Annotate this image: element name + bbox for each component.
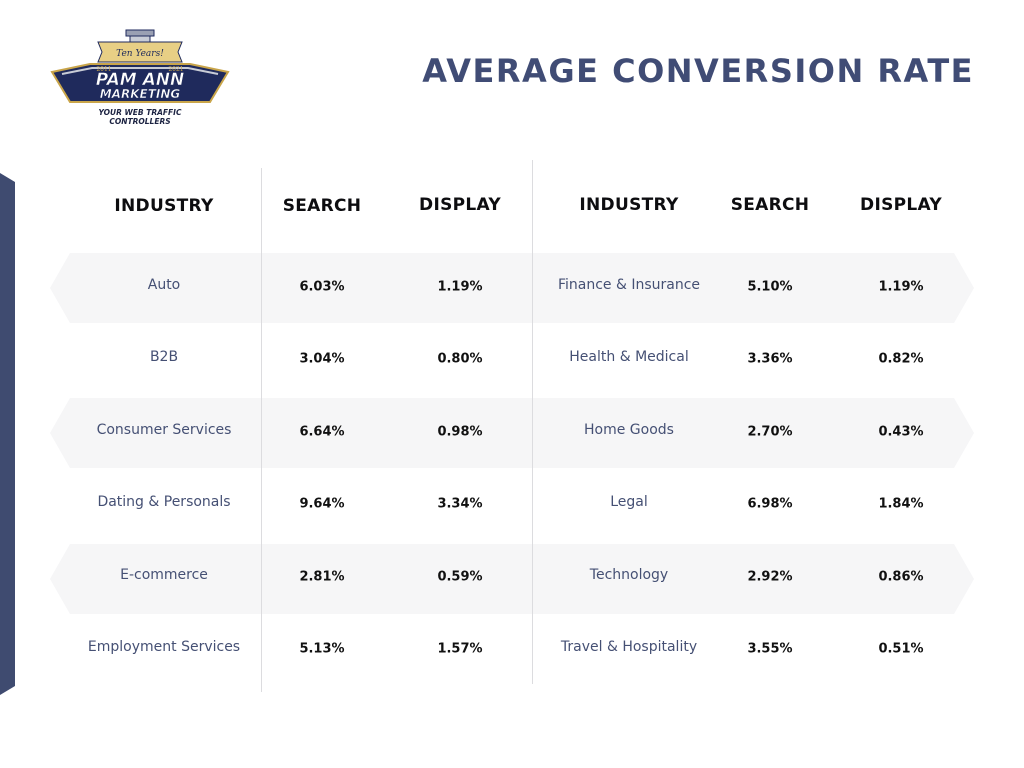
display-rate-right: 0.86% <box>878 569 924 585</box>
header-display-left: DISPLAY <box>419 195 501 215</box>
search-rate-right: 2.92% <box>747 569 793 585</box>
industry-name-right: Finance & Insurance <box>557 277 701 293</box>
logo-tagline-line1: YOUR WEB TRAFFIC <box>98 108 182 117</box>
display-rate-right: 0.82% <box>878 351 924 367</box>
search-rate-right: 3.55% <box>747 641 793 657</box>
industry-name-left: B2B <box>149 349 179 365</box>
logo-emblem: Ten Years! 2011 2021 PAM ANN MARKETING <box>50 29 230 103</box>
search-rate-left: 6.03% <box>299 279 345 295</box>
row-band <box>50 398 974 468</box>
search-rate-left: 3.04% <box>299 351 345 367</box>
search-rate-left: 9.64% <box>299 496 345 512</box>
industry-name-right: Technology <box>589 567 669 583</box>
industry-name-right: Health & Medical <box>569 349 689 365</box>
header-search-right: SEARCH <box>730 195 810 215</box>
search-rate-right: 6.98% <box>747 496 793 512</box>
industry-name-left: Dating & Personals <box>97 494 231 510</box>
logo-year-end: 2021 <box>168 66 183 73</box>
row-band <box>50 253 974 323</box>
header-industry-left: INDUSTRY <box>114 196 214 216</box>
side-accent-bar <box>0 173 15 695</box>
column-divider-center <box>532 160 533 684</box>
company-logo: Ten Years! 2011 2021 PAM ANN MARKETING Y… <box>50 28 230 128</box>
search-rate-right: 2.70% <box>747 424 793 440</box>
display-rate-left: 0.80% <box>437 351 483 367</box>
search-rate-right: 5.10% <box>747 279 793 295</box>
logo-line1: PAM ANN <box>96 70 185 90</box>
header-industry-right: INDUSTRY <box>579 195 679 215</box>
industry-name-right: Legal <box>610 494 648 510</box>
logo-banner-text: Ten Years! <box>116 49 164 59</box>
industry-name-left: Employment Services <box>87 639 241 655</box>
display-rate-left: 1.57% <box>437 641 483 657</box>
display-rate-right: 1.84% <box>878 496 924 512</box>
column-divider-left <box>261 168 262 692</box>
logo-line2: MARKETING <box>100 87 181 101</box>
logo-tagline: YOUR WEB TRAFFIC CONTROLLERS <box>80 108 200 126</box>
display-rate-left: 0.98% <box>437 424 483 440</box>
row-band <box>50 544 974 614</box>
search-rate-left: 2.81% <box>299 569 345 585</box>
search-rate-left: 5.13% <box>299 641 345 657</box>
display-rate-right: 0.43% <box>878 424 924 440</box>
display-rate-left: 0.59% <box>437 569 483 585</box>
search-rate-left: 6.64% <box>299 424 345 440</box>
display-rate-left: 3.34% <box>437 496 483 512</box>
search-rate-right: 3.36% <box>747 351 793 367</box>
industry-name-left: Auto <box>147 277 181 293</box>
industry-name-left: Consumer Services <box>96 422 232 438</box>
industry-name-right: Home Goods <box>584 422 674 438</box>
logo-year-start: 2011 <box>96 66 111 73</box>
display-rate-right: 1.19% <box>878 279 924 295</box>
industry-name-right: Travel & Hospitality <box>560 639 698 655</box>
logo-tagline-line2: CONTROLLERS <box>109 117 171 126</box>
display-rate-left: 1.19% <box>437 279 483 295</box>
industry-name-left: E-commerce <box>120 567 208 583</box>
display-rate-right: 0.51% <box>878 641 924 657</box>
header-search-left: SEARCH <box>282 196 362 216</box>
header-display-right: DISPLAY <box>860 195 942 215</box>
page-title: AVERAGE CONVERSION RATE <box>422 52 974 90</box>
